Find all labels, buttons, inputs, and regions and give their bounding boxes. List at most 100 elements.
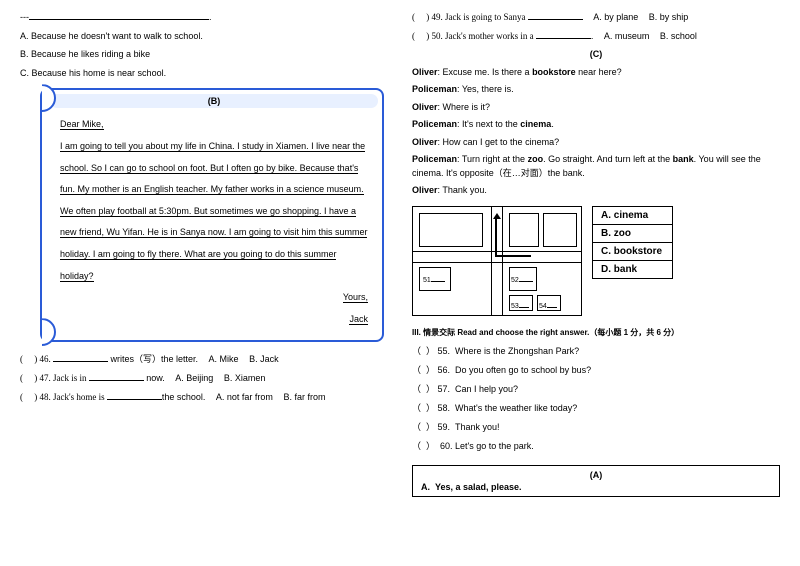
q50-opt-b: B. school	[660, 30, 697, 43]
d6-mid: . Go straight. And turn left at the	[543, 154, 673, 164]
q48-opt-a: A. not far from	[216, 391, 273, 404]
map-51-blank[interactable]	[431, 273, 445, 282]
q47-row: ( ) 47. Jack is in now. A. Beijing B. Xi…	[20, 372, 388, 385]
q46-prefix[interactable]: ( ) 46.	[20, 354, 53, 364]
d7-text: : Thank you.	[438, 185, 487, 195]
d1-bold: bookstore	[532, 67, 576, 77]
q59[interactable]: （ ） 59. Thank you!	[412, 420, 780, 433]
option-c: C. Because his home is near school.	[20, 67, 388, 80]
legend-c: C. bookstore	[593, 243, 672, 261]
label-52: 52	[511, 273, 533, 284]
dialog-7: Oliver: Thank you.	[412, 184, 780, 198]
label-54: 54	[539, 299, 557, 310]
letter-yours: Yours,	[343, 292, 368, 303]
dialog-2: Policeman: Yes, there is.	[412, 83, 780, 97]
block-top-right	[509, 213, 539, 247]
legend-a: A. cinema	[593, 207, 672, 225]
q46-row: ( ) 46. writes（写）the letter. A. Mike B. …	[20, 353, 388, 366]
d4-end: .	[551, 119, 554, 129]
q48-prefix[interactable]: ( ) 48. Jack's home is	[20, 392, 107, 402]
q49-opt-b: B. by ship	[649, 11, 689, 24]
dialog-5: Oliver: How can I get to the cinema?	[412, 136, 780, 150]
q50-prefix[interactable]: ( ) 50. Jack's mother works in a	[412, 31, 536, 41]
letter-signature: Jack	[349, 314, 368, 325]
d2-text: : Yes, there is.	[457, 84, 514, 94]
block-top-left	[419, 213, 483, 247]
q49-prefix[interactable]: ( ) 49. Jack is going to Sanya	[412, 12, 528, 22]
map-53-text: 53	[511, 303, 519, 310]
d3-speaker: Oliver	[412, 102, 438, 112]
blank-underline[interactable]	[29, 11, 209, 20]
dialog-1: Oliver: Excuse me. Is there a bookstore …	[412, 66, 780, 80]
section-iii-title: III. 情景交际 Read and choose the right answ…	[412, 327, 780, 338]
q55[interactable]: （ ） 55. Where is the Zhongshan Park?	[412, 344, 780, 357]
section-c-title: (C)	[412, 48, 780, 61]
scroll-letter-box: (B) Dear Mike, I am going to tell you ab…	[40, 88, 384, 342]
q46-opt-b: B. Jack	[249, 353, 279, 366]
d2-speaker: Policeman	[412, 84, 457, 94]
right-column: ( ) 49. Jack is going to Sanya A. by pla…	[400, 8, 780, 558]
d6-text: : Turn right at the	[457, 154, 528, 164]
map-legend: A. cinema B. zoo C. bookstore D. bank	[592, 206, 673, 279]
block-top-far	[543, 213, 577, 247]
q49-blank[interactable]	[528, 11, 583, 20]
answer-box-title: (A)	[421, 470, 771, 480]
road-vertical	[491, 207, 503, 315]
legend-b: B. zoo	[593, 225, 672, 243]
map-53-blank[interactable]	[519, 299, 529, 308]
q49-opt-a: A. by plane	[593, 11, 638, 24]
d6-bold2: bank	[673, 154, 694, 164]
letter-greeting: Dear Mike,	[60, 119, 104, 130]
fill-line-row: ---.	[20, 11, 388, 24]
q50-blank[interactable]	[536, 30, 591, 39]
label-51: 51	[423, 273, 445, 284]
q48-opt-b: B. far from	[283, 391, 325, 404]
map-51-text: 51	[423, 277, 431, 284]
d1-speaker: Oliver	[412, 67, 438, 77]
map-52-blank[interactable]	[519, 273, 533, 282]
d5-text: : How can I get to the cinema?	[438, 137, 560, 147]
d1-text: : Excuse me. Is there a	[438, 67, 533, 77]
left-column: ---. A. Because he doesn't want to walk …	[20, 8, 400, 558]
arrow-path-h	[495, 255, 531, 257]
q47-opt-b: B. Xiamen	[224, 372, 266, 385]
legend-d: D. bank	[593, 261, 672, 278]
q60[interactable]: （ ） 60. Let's go to the park.	[412, 439, 780, 452]
answer-a: A. Yes, a salad, please.	[421, 482, 771, 492]
d4-bold: cinema	[520, 119, 551, 129]
q48-row: ( ) 48. Jack's home is the school. A. no…	[20, 391, 388, 404]
map-diagram: 51 52 53 54	[412, 206, 582, 316]
q48-suffix: the school.	[162, 392, 206, 402]
d4-text: : It's next to the	[457, 119, 520, 129]
d3-text: : Where is it?	[438, 102, 491, 112]
map-54-blank[interactable]	[547, 299, 557, 308]
label-53: 53	[511, 299, 529, 310]
q47-opt-a: A. Beijing	[175, 372, 213, 385]
q49-row: ( ) 49. Jack is going to Sanya A. by pla…	[412, 11, 780, 24]
arrow-path-v	[495, 217, 497, 255]
q47-prefix[interactable]: ( ) 47. Jack is in	[20, 373, 89, 383]
dialog-3: Oliver: Where is it?	[412, 101, 780, 115]
d1-end: near here?	[576, 67, 622, 77]
map-row: 51 52 53 54 A. cinema B. zoo C. bookstor…	[412, 206, 780, 316]
q57[interactable]: （ ） 57. Can I help you?	[412, 382, 780, 395]
q47-blank[interactable]	[89, 372, 144, 381]
arrow-head-icon	[493, 213, 501, 219]
d6-bold1: zoo	[528, 154, 544, 164]
q46-blank[interactable]	[53, 353, 108, 362]
dash-prefix: ---	[20, 12, 29, 22]
dialog-6: Policeman: Turn right at the zoo. Go str…	[412, 153, 780, 180]
q58[interactable]: （ ） 58. What's the weather like today?	[412, 401, 780, 414]
letter-content: Dear Mike, I am going to tell you about …	[60, 114, 368, 330]
option-b: B. Because he likes riding a bike	[20, 48, 388, 61]
dialog-4: Policeman: It's next to the cinema.	[412, 118, 780, 132]
q56[interactable]: （ ） 56. Do you often go to school by bus…	[412, 363, 780, 376]
letter-body: I am going to tell you about my life in …	[60, 141, 367, 282]
q47-suffix: now.	[144, 373, 165, 383]
map-54-text: 54	[539, 303, 547, 310]
q50-row: ( ) 50. Jack's mother works in a . A. mu…	[412, 30, 780, 43]
d7-speaker: Oliver	[412, 185, 438, 195]
q48-blank[interactable]	[107, 391, 162, 400]
map-52-text: 52	[511, 277, 519, 284]
q50-opt-a: A. museum	[604, 30, 650, 43]
